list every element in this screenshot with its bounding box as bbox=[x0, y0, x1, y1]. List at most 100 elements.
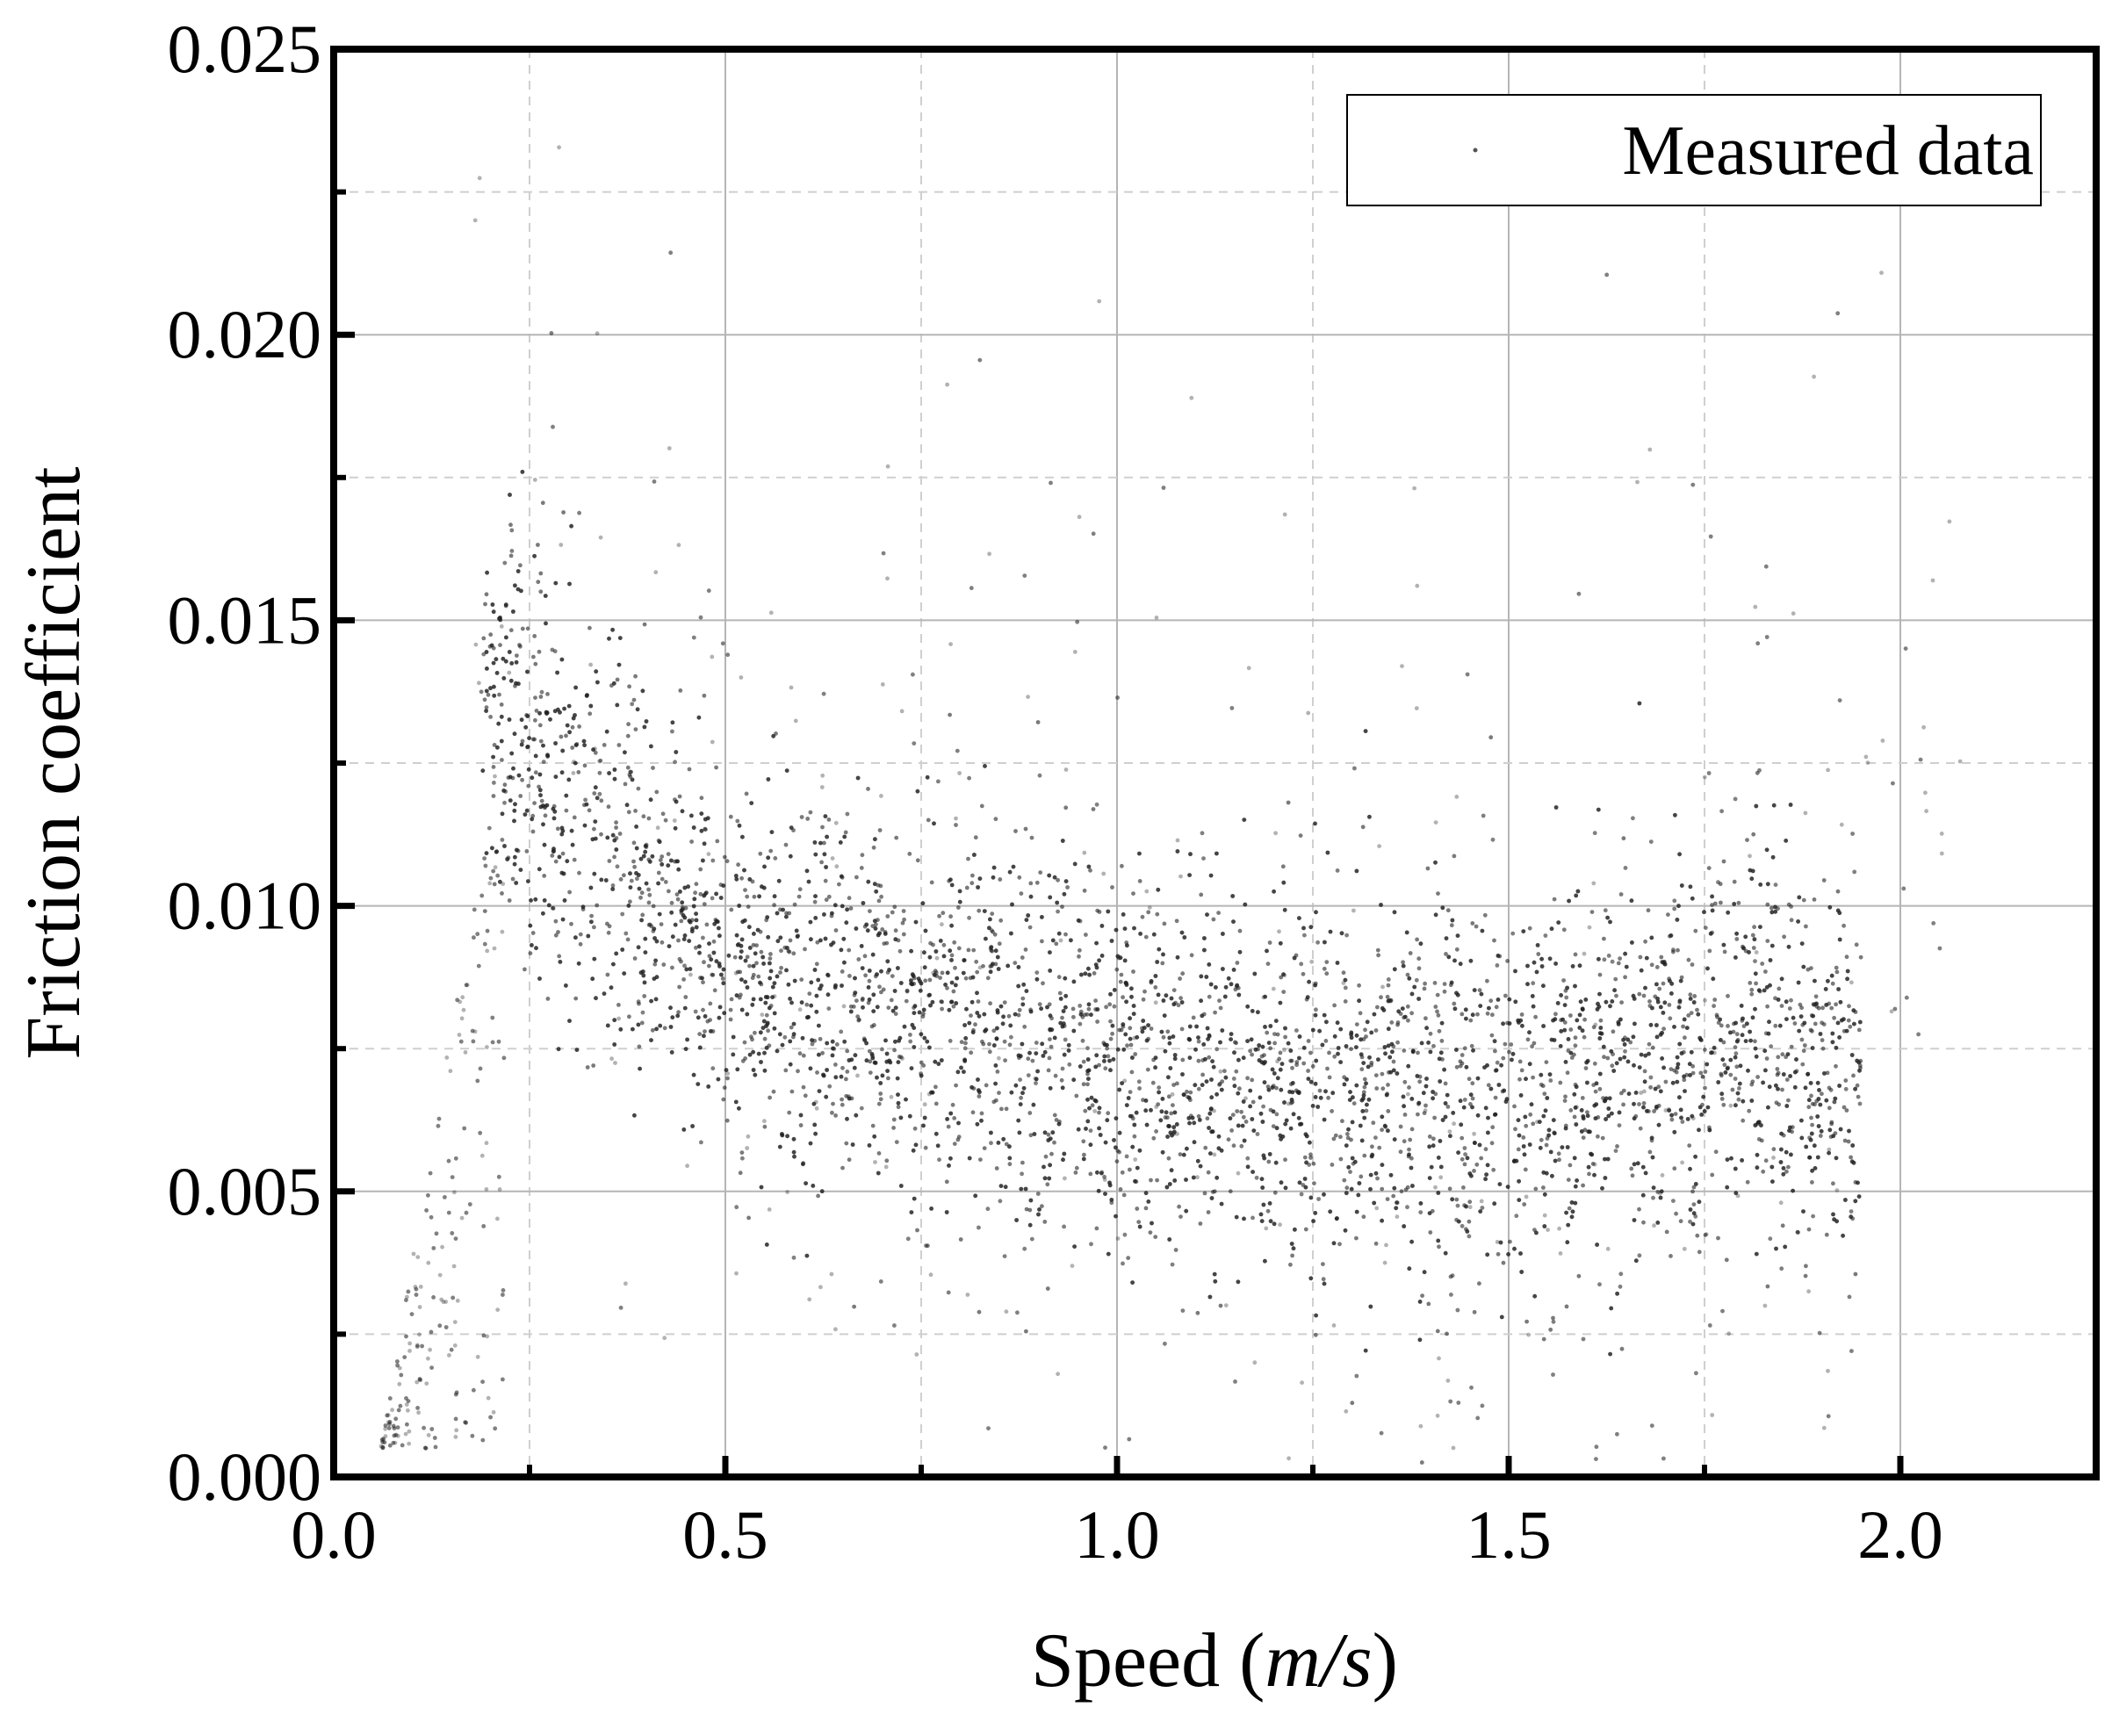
scatter-point bbox=[1171, 988, 1177, 992]
scatter-point bbox=[1507, 997, 1512, 1002]
scatter-point bbox=[1442, 1067, 1446, 1072]
scatter-point bbox=[1794, 1057, 1798, 1062]
scatter-point bbox=[783, 842, 789, 847]
scatter-point bbox=[1600, 1135, 1605, 1141]
scatter-point bbox=[1764, 635, 1769, 639]
scatter-point bbox=[1026, 1056, 1031, 1062]
scatter-point bbox=[1755, 1075, 1760, 1079]
scatter-point bbox=[1127, 1437, 1132, 1442]
scatter-point bbox=[1228, 1189, 1233, 1194]
scatter-point bbox=[877, 828, 883, 832]
scatter-point bbox=[1733, 1077, 1738, 1081]
scatter-point bbox=[1380, 1186, 1385, 1192]
scatter-point bbox=[1103, 1066, 1108, 1071]
scatter-point bbox=[1048, 895, 1053, 900]
scatter-point bbox=[1762, 988, 1767, 993]
scatter-point bbox=[1371, 1120, 1376, 1126]
scatter-point bbox=[1245, 1004, 1250, 1009]
scatter-point bbox=[1684, 1026, 1690, 1030]
scatter-point bbox=[551, 906, 556, 911]
scatter-point bbox=[1733, 1055, 1738, 1060]
scatter-point bbox=[1583, 998, 1589, 1002]
scatter-point bbox=[1713, 1149, 1719, 1155]
scatter-point bbox=[1681, 1024, 1685, 1029]
scatter-point bbox=[1577, 1026, 1582, 1030]
scatter-point bbox=[989, 945, 994, 949]
scatter-point bbox=[1517, 1059, 1523, 1064]
scatter-point bbox=[1034, 970, 1040, 975]
scatter-point bbox=[944, 1179, 949, 1185]
scatter-point bbox=[1808, 1027, 1813, 1033]
scatter-point bbox=[417, 1332, 422, 1337]
scatter-point bbox=[497, 1187, 502, 1192]
scatter-point bbox=[1178, 874, 1183, 879]
scatter-point bbox=[1034, 1041, 1039, 1045]
scatter-point bbox=[543, 594, 548, 598]
scatter-point bbox=[1438, 1139, 1443, 1143]
scatter-point bbox=[933, 1084, 938, 1090]
scatter-point bbox=[1855, 1083, 1860, 1088]
scatter-point bbox=[817, 1052, 821, 1057]
scatter-point bbox=[1623, 866, 1628, 870]
scatter-point bbox=[1610, 1063, 1615, 1069]
scatter-point bbox=[1509, 1042, 1514, 1047]
scatter-point bbox=[1081, 1156, 1086, 1162]
scatter-point bbox=[393, 1440, 398, 1445]
scatter-point bbox=[1405, 972, 1410, 977]
scatter-point bbox=[1020, 955, 1025, 960]
scatter-point bbox=[1516, 1118, 1521, 1122]
scatter-point bbox=[1135, 1207, 1140, 1211]
scatter-point bbox=[1801, 897, 1806, 903]
scatter-point bbox=[610, 883, 616, 888]
scatter-point bbox=[832, 903, 838, 908]
scatter-point bbox=[1561, 927, 1567, 933]
scatter-point bbox=[1585, 1113, 1590, 1119]
scatter-point bbox=[576, 770, 581, 774]
scatter-point bbox=[542, 874, 547, 878]
scatter-point bbox=[1213, 1010, 1217, 1015]
scatter-point bbox=[382, 1440, 387, 1444]
scatter-point bbox=[1604, 272, 1610, 277]
scatter-point bbox=[1288, 1262, 1293, 1267]
scatter-point bbox=[721, 1097, 726, 1102]
scatter-point bbox=[854, 875, 859, 880]
scatter-point bbox=[1426, 1041, 1431, 1045]
scatter-point bbox=[501, 1055, 507, 1061]
scatter-point bbox=[526, 879, 530, 883]
scatter-point bbox=[1644, 955, 1649, 961]
scatter-point bbox=[1489, 1033, 1495, 1038]
scatter-point bbox=[1105, 1046, 1109, 1051]
scatter-point bbox=[1027, 925, 1033, 930]
scatter-point bbox=[870, 952, 876, 957]
scatter-point bbox=[746, 904, 751, 909]
scatter-point bbox=[1580, 1028, 1585, 1034]
scatter-point bbox=[701, 980, 705, 985]
scatter-point bbox=[1690, 482, 1696, 487]
scatter-point bbox=[1691, 1202, 1697, 1207]
scatter-point bbox=[799, 815, 804, 819]
scatter-point bbox=[844, 1141, 849, 1146]
scatter-point bbox=[739, 875, 744, 881]
scatter-point bbox=[1901, 886, 1906, 891]
scatter-point bbox=[1676, 1005, 1682, 1010]
scatter-point bbox=[801, 1053, 806, 1058]
scatter-point bbox=[688, 972, 693, 977]
scatter-point bbox=[1267, 940, 1272, 945]
scatter-point bbox=[1265, 1084, 1271, 1089]
scatter-point bbox=[1362, 1077, 1367, 1082]
scatter-point bbox=[826, 894, 832, 899]
scatter-point bbox=[1034, 1081, 1038, 1085]
scatter-point bbox=[1343, 977, 1348, 983]
scatter-point bbox=[1632, 1116, 1637, 1121]
scatter-point bbox=[527, 736, 531, 740]
scatter-point bbox=[799, 1000, 804, 1005]
scatter-point bbox=[482, 856, 487, 861]
scatter-point bbox=[1265, 1030, 1270, 1035]
scatter-point bbox=[1618, 1284, 1623, 1289]
scatter-point bbox=[1779, 1147, 1784, 1152]
scatter-point bbox=[1326, 1095, 1330, 1100]
scatter-point bbox=[536, 580, 541, 585]
scatter-point bbox=[555, 826, 560, 832]
scatter-point bbox=[1728, 1072, 1733, 1077]
scatter-point bbox=[824, 897, 829, 903]
